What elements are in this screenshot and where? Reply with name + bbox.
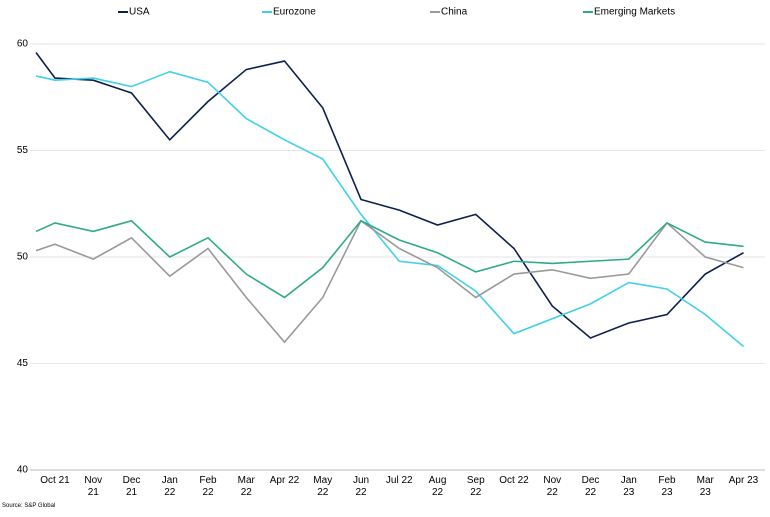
x-tick-label: Mar 22 [237, 475, 255, 498]
x-tick-label: Feb 23 [658, 475, 676, 498]
x-tick-label: Apr 22 [269, 475, 300, 486]
x-tick-label: Oct 21 [40, 475, 70, 486]
source: Source: S&P Global [2, 503, 56, 509]
line-series [35, 52, 744, 339]
x-tick-label: Jul 22 [385, 475, 413, 486]
legend-label: Eurozone [273, 7, 316, 18]
x-tick-label: May 22 [313, 475, 333, 498]
legend-label: Emerging Markets [594, 7, 675, 18]
x-tick-label: Mar 23 [696, 475, 714, 498]
x-tick-label: Feb 22 [199, 475, 217, 498]
y-tick-label: 45 [17, 358, 29, 369]
x-tick-label: Nov 21 [84, 475, 103, 498]
x-tick-label: Oct 22 [499, 475, 529, 486]
line-series [35, 219, 744, 344]
x-tick-label: Sep 22 [466, 475, 485, 498]
x-tick-label: Jun 22 [352, 475, 370, 498]
x-tick-label: Nov 22 [543, 475, 562, 498]
y-tick-label: 60 [17, 39, 29, 50]
x-tick-label: Dec 22 [581, 475, 600, 498]
y-tick-label: 50 [17, 252, 29, 263]
y-tick-label: 55 [17, 145, 29, 156]
legend-label: USA [129, 7, 150, 18]
line-series [35, 70, 745, 348]
legend-label: China [441, 7, 468, 18]
x-tick-label: Dec 21 [122, 475, 141, 498]
x-tick-label: Aug 22 [428, 475, 447, 498]
x-tick-label: Jan 23 [620, 475, 637, 498]
line-series [35, 219, 744, 299]
x-tick-label: Apr 23 [728, 475, 759, 486]
x-tick-label: Jan 22 [161, 475, 178, 498]
y-tick-label: 40 [17, 465, 29, 476]
